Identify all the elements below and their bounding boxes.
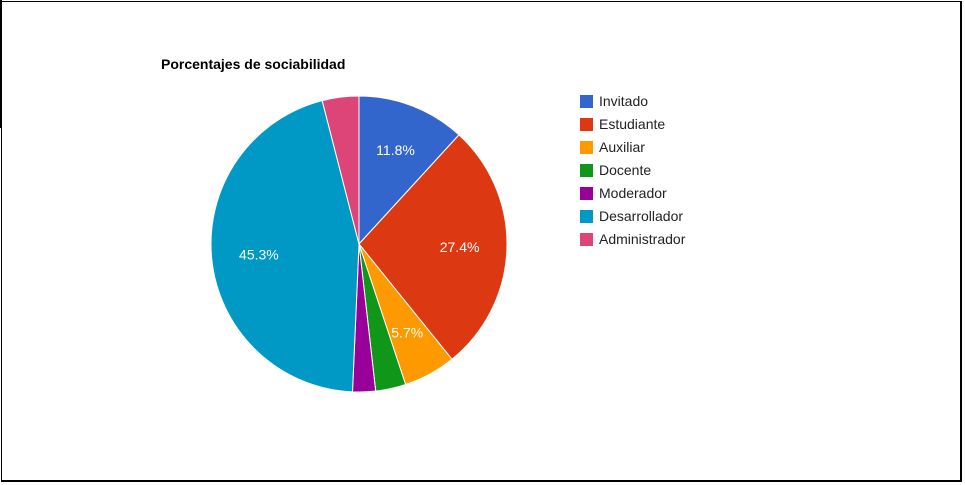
legend-label: Moderador (599, 185, 667, 201)
legend-label: Invitado (599, 93, 649, 109)
legend-item-desarrollador[interactable]: Desarrollador (580, 208, 685, 231)
chart-title: Porcentajes de sociabilidad (161, 56, 346, 72)
legend-label: Auxiliar (599, 139, 645, 155)
pie-slice-invitado[interactable] (358, 95, 460, 246)
legend-item-moderador[interactable]: Moderador (580, 185, 685, 208)
legend-item-estudiante[interactable]: Estudiante (580, 116, 685, 139)
legend-swatch (580, 233, 593, 246)
legend-swatch (580, 164, 593, 177)
legend-label: Docente (599, 162, 652, 178)
legend-label: Desarrollador (599, 208, 684, 224)
legend-item-invitado[interactable]: Invitado (580, 93, 685, 116)
slice-label-estudiante: 27.4% (440, 239, 480, 255)
pie-slice-administrador[interactable] (321, 95, 360, 245)
legend-label: Estudiante (599, 116, 666, 132)
frame-left-edge (0, 0, 2, 128)
legend-item-auxiliar[interactable]: Auxiliar (580, 139, 685, 162)
legend-item-docente[interactable]: Docente (580, 162, 685, 185)
legend-swatch (580, 95, 593, 108)
chart-legend: Invitado Estudiante Auxiliar Docente Moderad… (580, 93, 685, 254)
legend-swatch (580, 141, 593, 154)
legend-label: Administrador (599, 231, 686, 247)
pie-slice-desarrollador[interactable] (210, 100, 360, 393)
legend-swatch (580, 118, 593, 131)
slice-label-invitado: 11.8% (376, 142, 415, 158)
pie-slice-estudiante[interactable] (358, 134, 508, 360)
slice-label-desarrollador: 45.3% (239, 246, 279, 262)
slice-label-auxiliar: 5.7% (391, 324, 423, 340)
legend-item-administrador[interactable]: Administrador (580, 231, 685, 254)
legend-swatch (580, 210, 593, 223)
legend-swatch (580, 187, 593, 200)
